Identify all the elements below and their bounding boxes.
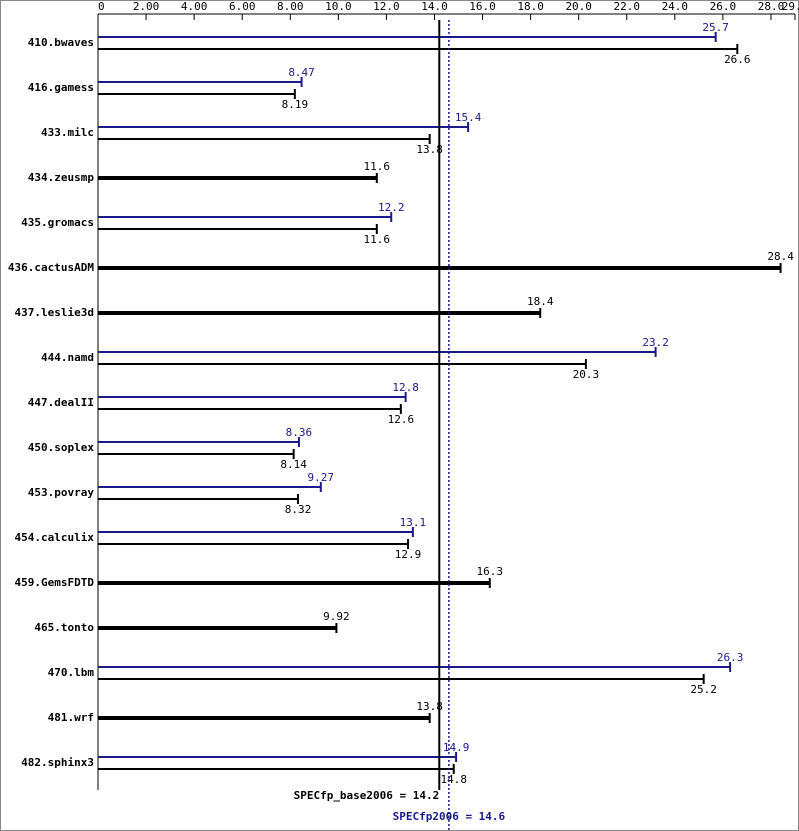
x-tick-label: 12.0 — [373, 0, 400, 13]
x-tick-label: 4.00 — [181, 0, 208, 13]
x-tick-label: 10.0 — [325, 0, 352, 13]
x-tick-label: 6.00 — [229, 0, 256, 13]
value-label: 16.3 — [477, 565, 504, 578]
value-label: 8.14 — [280, 458, 307, 471]
x-tick-label: 16.0 — [469, 0, 496, 13]
value-label: 14.9 — [443, 741, 470, 754]
value-label: 13.1 — [400, 516, 427, 529]
value-label: 12.8 — [392, 381, 419, 394]
value-label: 11.6 — [364, 233, 391, 246]
value-label: 23.2 — [642, 336, 669, 349]
category-label: 465.tonto — [34, 621, 94, 634]
value-label: 9.27 — [308, 471, 335, 484]
value-label: 12.9 — [395, 548, 422, 561]
value-label: 26.3 — [717, 651, 744, 664]
x-tick-label: 22.0 — [614, 0, 641, 13]
x-tick-label: 18.0 — [517, 0, 544, 13]
value-label: 13.8 — [416, 700, 443, 713]
category-label: 434.zeusmp — [28, 171, 95, 184]
category-label: 433.milc — [41, 126, 94, 139]
x-tick-label: 28.0 — [758, 0, 785, 13]
value-label: 8.32 — [285, 503, 312, 516]
category-label: 482.sphinx3 — [21, 756, 94, 769]
value-label: 15.4 — [455, 111, 482, 124]
reference-label: SPECfp_base2006 = 14.2 — [294, 789, 440, 802]
x-tick-label: 20.0 — [565, 0, 592, 13]
x-tick-label: 8.00 — [277, 0, 304, 13]
category-label: 454.calculix — [15, 531, 95, 544]
value-label: 14.8 — [440, 773, 467, 786]
value-label: 13.8 — [416, 143, 443, 156]
category-label: 416.gamess — [28, 81, 94, 94]
category-label: 459.GemsFDTD — [15, 576, 95, 589]
category-label: 481.wrf — [48, 711, 94, 724]
value-label: 25.2 — [690, 683, 717, 696]
category-label: 410.bwaves — [28, 36, 94, 49]
value-label: 8.36 — [286, 426, 313, 439]
x-tick-label: 24.0 — [662, 0, 689, 13]
value-label: 20.3 — [573, 368, 600, 381]
x-tick-label: 29.0 — [782, 0, 799, 13]
value-label: 12.2 — [378, 201, 405, 214]
x-tick-label: 14.0 — [421, 0, 448, 13]
x-tick-label: 2.00 — [133, 0, 160, 13]
category-label: 447.dealII — [28, 396, 94, 409]
value-label: 28.4 — [767, 250, 794, 263]
category-label: 453.povray — [28, 486, 95, 499]
category-label: 470.lbm — [48, 666, 95, 679]
value-label: 8.47 — [288, 66, 315, 79]
category-label: 437.leslie3d — [15, 306, 94, 319]
x-tick-label: 0 — [98, 0, 105, 13]
reference-label: SPECfp2006 = 14.6 — [393, 810, 506, 823]
category-label: 436.cactusADM — [8, 261, 94, 274]
value-label: 25.7 — [702, 21, 729, 34]
value-label: 18.4 — [527, 295, 554, 308]
value-label: 11.6 — [364, 160, 391, 173]
category-label: 444.namd — [41, 351, 94, 364]
value-label: 12.6 — [388, 413, 415, 426]
value-label: 9.92 — [323, 610, 350, 623]
x-tick-label: 26.0 — [710, 0, 737, 13]
category-label: 450.soplex — [28, 441, 95, 454]
value-label: 26.6 — [724, 53, 751, 66]
category-label: 435.gromacs — [21, 216, 94, 229]
value-label: 8.19 — [282, 98, 309, 111]
